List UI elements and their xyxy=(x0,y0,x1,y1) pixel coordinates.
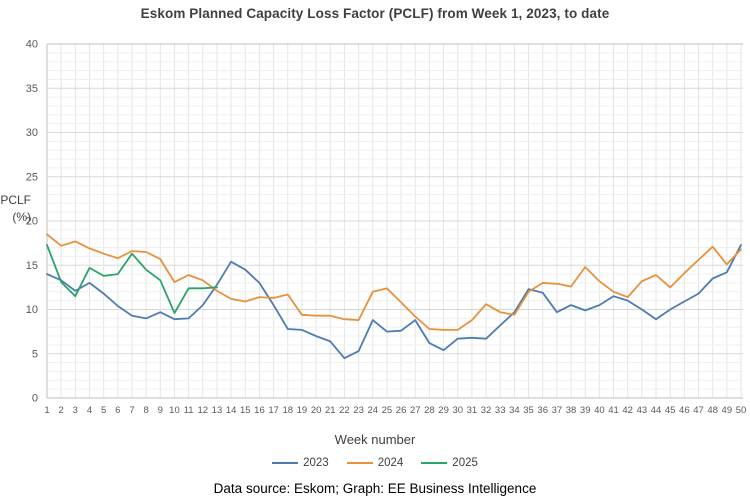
x-tick-label: 27 xyxy=(410,405,421,416)
x-tick-label: 16 xyxy=(254,405,265,416)
legend-label-2024: 2024 xyxy=(377,457,404,469)
x-tick-label: 35 xyxy=(523,405,534,416)
x-axis-label: Week number xyxy=(334,432,416,447)
legend-line-swatch-2023 xyxy=(272,462,299,464)
x-tick-label: 23 xyxy=(353,405,364,416)
y-axis-label-line2: (%) xyxy=(12,210,31,224)
x-tick-label: 24 xyxy=(367,405,378,416)
x-tick-label: 7 xyxy=(129,405,134,416)
x-tick-label: 4 xyxy=(87,405,92,416)
chart-title: Eskom Planned Capacity Loss Factor (PCLF… xyxy=(140,6,610,21)
legend-line-swatch-2025 xyxy=(421,462,448,464)
x-tick-label: 46 xyxy=(679,405,690,416)
y-tick-label: 25 xyxy=(26,171,38,183)
x-tick-label: 30 xyxy=(452,405,463,416)
x-tick-label: 11 xyxy=(184,405,194,416)
x-tick-label: 9 xyxy=(158,405,163,416)
x-tick-label: 43 xyxy=(637,405,648,416)
legend-item-2025: 2025 xyxy=(421,457,478,469)
x-tick-label: 5 xyxy=(101,405,106,416)
x-tick-label: 13 xyxy=(212,405,223,416)
x-tick-label: 26 xyxy=(396,405,407,416)
y-tick-label: 40 xyxy=(26,39,38,51)
y-tick-label: 15 xyxy=(26,260,38,272)
x-tick-label: 25 xyxy=(382,405,393,416)
x-tick-label: 47 xyxy=(693,405,704,416)
legend-item-2024: 2024 xyxy=(346,457,404,469)
series-line-2023 xyxy=(46,243,742,360)
x-tick-label: 38 xyxy=(566,405,577,416)
x-tick-label: 3 xyxy=(73,405,78,416)
x-tick-label: 32 xyxy=(481,405,492,416)
x-tick-label: 36 xyxy=(537,405,548,416)
x-tick-label: 19 xyxy=(297,405,308,416)
x-tick-label: 8 xyxy=(143,405,148,416)
y-tick-label: 0 xyxy=(32,393,38,405)
x-tick-label: 40 xyxy=(594,405,605,416)
x-tick-label: 12 xyxy=(198,405,209,416)
x-tick-label: 48 xyxy=(707,405,718,416)
x-tick-label: 18 xyxy=(282,405,293,416)
x-tick-label: 1 xyxy=(44,405,49,416)
x-tick-label: 21 xyxy=(325,405,336,416)
legend-line-swatch-2024 xyxy=(346,462,373,464)
x-tick-label: 31 xyxy=(467,405,478,416)
x-tick-label: 6 xyxy=(115,405,120,416)
legend-item-2023: 2023 xyxy=(272,457,329,469)
x-tick-label: 28 xyxy=(424,405,435,416)
x-tick-label: 17 xyxy=(268,405,279,416)
chart-legend: 2023 2024 2025 xyxy=(0,457,750,469)
x-tick-label: 49 xyxy=(722,405,733,416)
x-tick-label: 22 xyxy=(339,405,350,416)
x-tick-label: 15 xyxy=(240,405,251,416)
x-tick-label: 37 xyxy=(552,405,563,416)
y-tick-label: 10 xyxy=(26,304,38,316)
x-tick-label: 20 xyxy=(311,405,322,416)
legend-label-2023: 2023 xyxy=(303,457,329,469)
y-tick-label: 5 xyxy=(32,348,38,360)
y-tick-label: 20 xyxy=(26,216,38,228)
y-axis-label-line1: PCLF xyxy=(0,193,31,207)
x-tick-label: 2 xyxy=(59,405,64,416)
series-line-2024 xyxy=(46,233,742,331)
x-tick-label: 50 xyxy=(736,405,747,416)
y-tick-label: 30 xyxy=(26,127,38,139)
x-tick-label: 29 xyxy=(438,405,449,416)
y-axis-label: PCLF (%) xyxy=(0,192,31,226)
x-tick-label: 10 xyxy=(169,405,180,416)
legend-label-2025: 2025 xyxy=(452,457,478,469)
x-tick-label: 42 xyxy=(622,405,633,416)
x-tick-label: 45 xyxy=(665,405,676,416)
x-tick-label: 44 xyxy=(651,405,662,416)
x-tick-label: 33 xyxy=(495,405,506,416)
x-tick-label: 14 xyxy=(226,405,237,416)
y-tick-label: 35 xyxy=(26,83,38,95)
x-tick-label: 41 xyxy=(608,405,619,416)
series-line-2025 xyxy=(46,243,218,314)
data-source-caption: Data source: Eskom; Graph: EE Business I… xyxy=(213,481,537,496)
x-tick-label: 39 xyxy=(580,405,591,416)
x-tick-label: 34 xyxy=(509,405,520,416)
